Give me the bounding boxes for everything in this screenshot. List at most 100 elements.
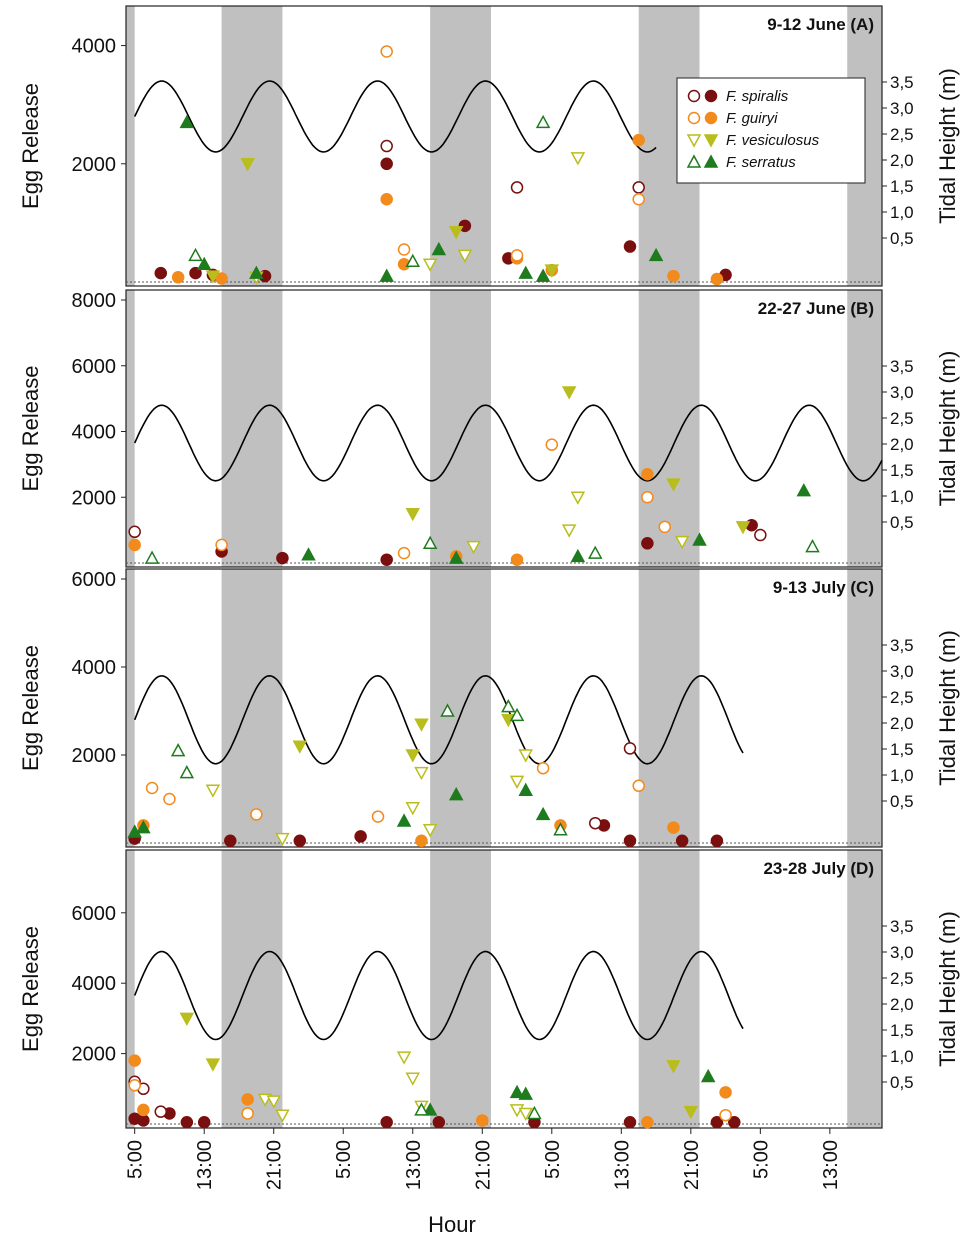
data-point <box>276 551 289 565</box>
series <box>405 386 751 535</box>
data-point <box>440 703 455 717</box>
data-point <box>380 192 393 206</box>
right-tick-label: 3,0 <box>890 662 914 681</box>
panel-title: 9-13 July (C) <box>773 578 874 597</box>
tide-curve <box>133 950 744 1041</box>
data-point <box>189 266 202 280</box>
series <box>128 819 724 848</box>
legend-marker <box>704 111 718 125</box>
series <box>257 1051 533 1123</box>
y-axis-label-right: Tidal Height (m) <box>935 68 960 224</box>
night-band <box>126 850 135 1128</box>
panel-title: 23-28 July (D) <box>763 859 874 878</box>
right-tick-label: 1,5 <box>890 740 914 759</box>
right-tick-label: 3,5 <box>890 636 914 655</box>
data-point <box>623 742 637 755</box>
data-point <box>240 158 255 172</box>
right-tick-label: 3,0 <box>890 943 914 962</box>
data-point <box>728 1115 741 1129</box>
x-tick-label: 21:00 <box>264 1140 286 1190</box>
data-point <box>422 824 438 838</box>
data-point <box>632 192 645 206</box>
data-point <box>805 538 820 553</box>
series <box>380 139 645 194</box>
data-point <box>666 478 681 492</box>
panel-2: 2000 4000 6000 8000 3,5 3,0 2,5 2,0 1,5 1,0 0,5 Egg… <box>18 289 960 568</box>
tide-curve <box>133 404 883 482</box>
data-point <box>414 1102 429 1116</box>
night-band <box>638 290 700 567</box>
x-tick-label: 5:00 <box>333 1140 355 1179</box>
data-point <box>632 181 645 194</box>
series <box>127 782 551 838</box>
data-point <box>510 249 524 262</box>
data-point <box>405 802 421 816</box>
legend-marker <box>686 134 702 148</box>
data-point <box>535 268 551 282</box>
night-band <box>126 569 135 847</box>
series <box>414 1102 542 1120</box>
data-point <box>796 483 812 497</box>
data-point <box>163 792 176 806</box>
data-point <box>667 269 680 283</box>
legend-marker <box>703 134 719 148</box>
data-point <box>623 834 637 848</box>
right-tick-label: 3,0 <box>890 383 914 402</box>
data-point <box>432 1115 446 1129</box>
right-tick-label: 1,0 <box>890 203 914 222</box>
data-point <box>422 535 438 550</box>
data-point <box>735 521 751 535</box>
y-axis-label-left: Egg Release <box>18 366 43 492</box>
series <box>380 45 645 262</box>
y-tick-label: 6000 <box>72 356 117 378</box>
legend-label: F. guiryi <box>726 110 778 127</box>
data-point <box>180 1115 194 1129</box>
series <box>128 467 654 566</box>
panel-title: 22-27 June (B) <box>758 299 874 318</box>
y-tick-label: 6000 <box>72 903 117 925</box>
x-tick-label: 13:00 <box>820 1140 842 1190</box>
data-point <box>380 553 393 566</box>
right-tick-label: 1,0 <box>890 1047 914 1066</box>
data-point <box>379 268 394 282</box>
data-point <box>527 1105 542 1120</box>
data-point <box>641 537 654 550</box>
legend-marker <box>703 154 719 168</box>
night-band <box>430 569 491 847</box>
night-band <box>221 850 283 1128</box>
data-point <box>197 1115 211 1129</box>
data-point <box>448 550 464 564</box>
data-point <box>545 438 559 451</box>
data-point <box>518 782 533 796</box>
right-tick-label: 2,0 <box>890 995 914 1014</box>
data-point <box>396 813 412 827</box>
data-point <box>292 740 308 754</box>
series <box>205 749 533 847</box>
y-axis-label-left: Egg Release <box>18 926 43 1052</box>
night-band <box>638 850 700 1128</box>
series <box>179 114 664 282</box>
night-band <box>430 290 491 567</box>
data-point <box>674 535 690 550</box>
data-point <box>380 157 393 171</box>
data-point <box>641 467 654 481</box>
series <box>215 438 672 560</box>
night-band <box>221 6 283 286</box>
y-tick-label: 2000 <box>72 487 117 509</box>
data-point <box>710 834 724 848</box>
legend-marker <box>704 89 718 103</box>
data-point <box>397 546 411 560</box>
data-point <box>658 520 672 534</box>
right-tick-label: 0,5 <box>890 513 914 532</box>
right-tick-label: 0,5 <box>890 229 914 248</box>
right-tick-label: 1,0 <box>890 766 914 785</box>
data-point <box>170 743 186 757</box>
data-point <box>380 1115 393 1129</box>
series <box>301 483 812 564</box>
data-point <box>536 761 550 775</box>
data-point <box>535 806 551 821</box>
series <box>128 1054 732 1129</box>
data-point <box>667 821 680 834</box>
right-tick-label: 1,5 <box>890 1021 914 1040</box>
